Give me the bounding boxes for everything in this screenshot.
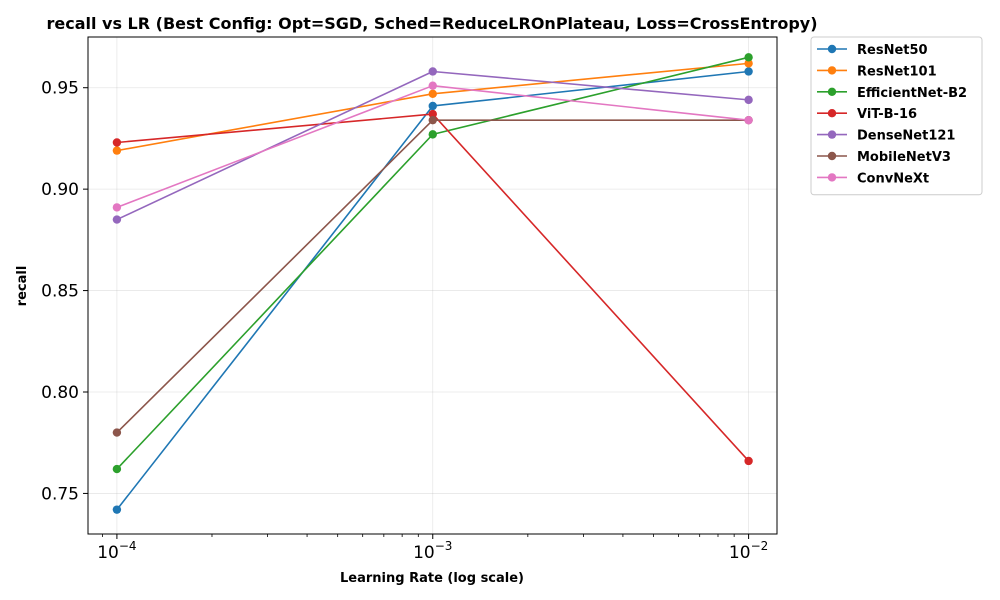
x-tick-label: 10−3 xyxy=(413,539,452,563)
data-point xyxy=(112,464,122,474)
legend-entry: DenseNet121 xyxy=(857,129,955,144)
data-point xyxy=(428,81,437,90)
series-resnet101 xyxy=(112,59,753,155)
data-point xyxy=(744,53,753,62)
legend-entry: EfficientNet-B2 xyxy=(857,86,967,101)
data-point xyxy=(744,67,753,76)
legend-swatch-marker xyxy=(827,173,837,182)
x-axis-label: Learning Rate (log scale) xyxy=(340,571,524,586)
data-point xyxy=(744,59,753,68)
series-densenet121 xyxy=(112,67,753,224)
legend-entry: ResNet50 xyxy=(857,43,928,58)
data-point xyxy=(428,67,437,76)
data-point xyxy=(112,428,122,437)
x-tick-label-exponent: −3 xyxy=(435,539,453,553)
data-point xyxy=(428,89,437,99)
series-lines xyxy=(112,53,753,514)
x-tick-label-base: 10 xyxy=(729,543,751,563)
legend-swatch-marker xyxy=(827,109,837,118)
x-tick-label: 10−4 xyxy=(97,539,136,563)
x-tick-label-base: 10 xyxy=(97,543,119,563)
legend-entry: ViT-B-16 xyxy=(857,107,917,122)
y-tick-label: 0.90 xyxy=(41,180,79,200)
legend-swatch-marker xyxy=(827,66,837,75)
chart-title: recall vs LR (Best Config: Opt=SGD, Sche… xyxy=(46,14,817,33)
series-mobilenetv3 xyxy=(112,115,753,437)
legend: ResNet50 ResNet101 EfficientNet-B2 ViT-B-16… xyxy=(810,36,983,196)
legend-swatch-marker xyxy=(827,151,837,161)
data-point xyxy=(428,115,437,125)
series-vit-b-16 xyxy=(112,109,753,466)
data-point xyxy=(428,101,437,111)
data-point xyxy=(744,115,753,125)
series-efficientnet-b2 xyxy=(112,53,753,474)
legend-entry: ResNet101 xyxy=(857,64,937,79)
legend-entry: MobileNetV3 xyxy=(857,150,951,165)
x-tick-label-base: 10 xyxy=(413,543,435,563)
data-point xyxy=(112,146,122,155)
series-convnext xyxy=(112,81,753,212)
x-tick-label: 10−2 xyxy=(729,539,768,563)
x-tick-label-exponent: −2 xyxy=(751,539,769,553)
data-point xyxy=(744,95,753,105)
data-point xyxy=(744,456,753,466)
x-tick-label-exponent: −4 xyxy=(119,539,137,553)
data-point xyxy=(112,203,122,212)
data-point xyxy=(112,215,122,224)
y-tick-label: 0.95 xyxy=(41,79,79,99)
legend-swatch-marker xyxy=(827,44,837,54)
y-axis-label: recall xyxy=(15,266,30,307)
legend-box xyxy=(810,36,983,196)
data-point xyxy=(428,109,437,119)
data-point xyxy=(112,138,122,147)
data-point xyxy=(112,505,122,514)
y-tick-label: 0.75 xyxy=(41,484,79,504)
y-tick-label: 0.85 xyxy=(41,282,79,302)
legend-swatch-marker xyxy=(827,130,837,139)
y-tick-label: 0.80 xyxy=(41,383,79,403)
legend-swatch-marker xyxy=(827,87,837,97)
data-point xyxy=(428,130,437,139)
legend-entry: ConvNeXt xyxy=(857,171,929,186)
